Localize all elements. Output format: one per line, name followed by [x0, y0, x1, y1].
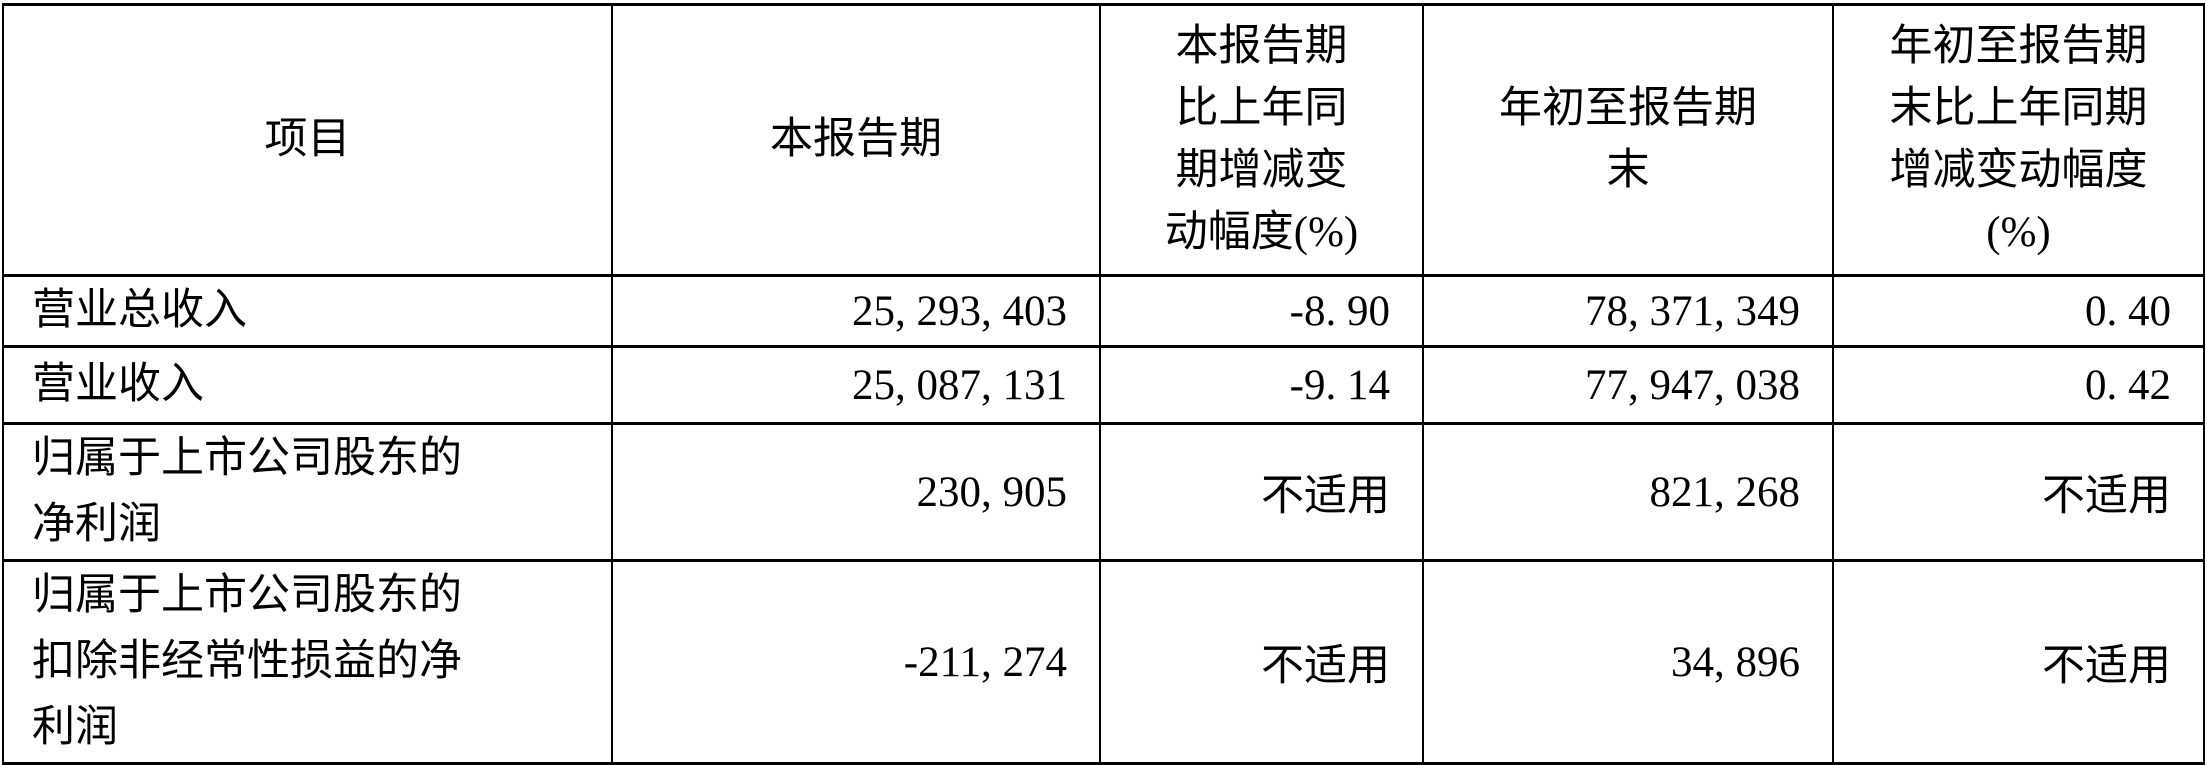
current-period-value-cell: 230, 905	[611, 422, 1101, 562]
table-row-operating-revenue: 营业收入 25, 087, 131 -9. 14 77, 947, 038 0.…	[2, 345, 2205, 425]
year-to-date-value-cell: 78, 371, 349	[1422, 274, 1834, 348]
row-label-cell: 归属于上市公司股东的 净利润	[2, 422, 613, 562]
ytd-yoy-change-cell: 0. 40	[1832, 274, 2205, 348]
year-to-date-value-cell: 821, 268	[1422, 422, 1834, 562]
table-header-row: 项目 本报告期 本报告期 比上年同 期增减变 动幅度(%) 年初至报告期 末 年…	[2, 3, 2205, 277]
current-period-yoy-change-cell: -9. 14	[1099, 345, 1424, 425]
header-cell-ytd-yoy-change-pct: 年初至报告期 末比上年同期 增减变动幅度 (%)	[1832, 3, 2205, 277]
table-row-total-operating-revenue: 营业总收入 25, 293, 403 -8. 90 78, 371, 349 0…	[2, 274, 2205, 348]
row-label-cell: 归属于上市公司股东的 扣除非经常性损益的净 利润	[2, 559, 613, 765]
year-to-date-value-cell: 77, 947, 038	[1422, 345, 1834, 425]
row-label-cell: 营业总收入	[2, 274, 613, 348]
ytd-yoy-change-cell: 不适用	[1832, 559, 2205, 765]
current-period-yoy-change-cell: -8. 90	[1099, 274, 1424, 348]
header-cell-current-period-yoy-change-pct: 本报告期 比上年同 期增减变 动幅度(%)	[1099, 3, 1424, 277]
ytd-yoy-change-cell: 0. 42	[1832, 345, 2205, 425]
current-period-yoy-change-cell: 不适用	[1099, 422, 1424, 562]
current-period-value-cell: -211, 274	[611, 559, 1101, 765]
table-row-net-profit-attributable-to-shareholders: 归属于上市公司股东的 净利润 230, 905 不适用 821, 268 不适用	[2, 422, 2205, 562]
table-row-net-profit-excl-nonrecurring-items: 归属于上市公司股东的 扣除非经常性损益的净 利润 -211, 274 不适用 3…	[2, 559, 2205, 765]
header-cell-item: 项目	[2, 3, 613, 277]
ytd-yoy-change-cell: 不适用	[1832, 422, 2205, 562]
header-cell-current-period: 本报告期	[611, 3, 1101, 277]
header-cell-year-to-date: 年初至报告期 末	[1422, 3, 1834, 277]
quarterly-financial-summary-table: 项目 本报告期 本报告期 比上年同 期增减变 动幅度(%) 年初至报告期 末 年…	[2, 3, 2205, 765]
row-label-cell: 营业收入	[2, 345, 613, 425]
current-period-value-cell: 25, 293, 403	[611, 274, 1101, 348]
year-to-date-value-cell: 34, 896	[1422, 559, 1834, 765]
current-period-value-cell: 25, 087, 131	[611, 345, 1101, 425]
current-period-yoy-change-cell: 不适用	[1099, 559, 1424, 765]
